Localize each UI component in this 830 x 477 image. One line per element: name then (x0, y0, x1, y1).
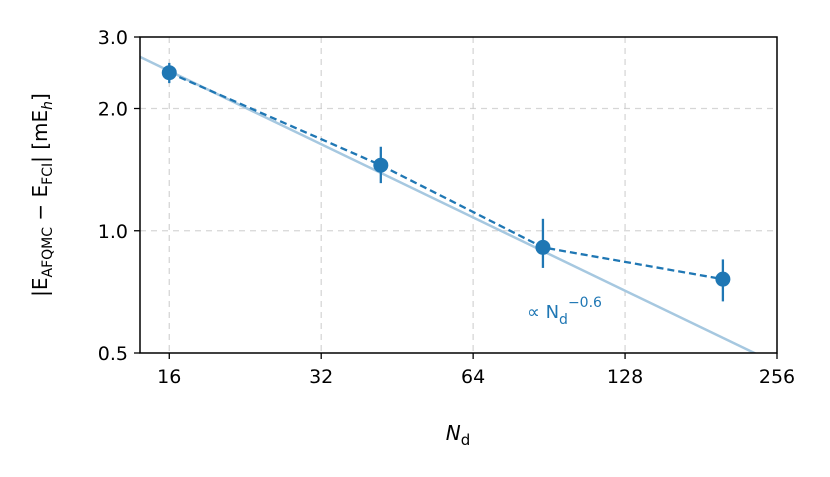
annotation-prefix: ∝ N (527, 302, 559, 323)
series-layer (161, 62, 731, 302)
y-tick-label: 2.0 (98, 99, 128, 121)
x-tick-label: 32 (309, 366, 333, 388)
y-label-sub3: h (40, 101, 56, 110)
fit-line (140, 55, 758, 353)
y-label-sub1: AFQMC (40, 227, 56, 278)
data-point (535, 239, 551, 255)
y-tick-label: 3.0 (98, 27, 128, 49)
x-tick-label: 64 (461, 366, 485, 388)
x-axis: 16 32 64 128 256 (157, 353, 795, 388)
y-label-part2: − E (28, 185, 52, 227)
x-axis-label: Nd (446, 421, 471, 449)
series-dashed-line (168, 71, 724, 281)
data-point (373, 157, 389, 173)
x-axis-label-base: N (446, 421, 461, 445)
y-label-part3: | [mE (28, 110, 52, 163)
y-label-sub2: FCI (40, 163, 56, 185)
data-point (715, 271, 731, 287)
y-axis: 0.5 1.0 2.0 3.0 (98, 27, 140, 365)
grid-layer (140, 37, 777, 353)
y-label-part1: |E (28, 277, 52, 296)
x-tick-label: 256 (759, 366, 795, 388)
data-point (161, 65, 177, 81)
fit-layer (140, 55, 758, 353)
y-tick-label: 1.0 (98, 221, 128, 243)
annotation: ∝ Nd−0.6 (527, 295, 602, 328)
plot-frame (139, 36, 778, 354)
x-tick-label: 128 (607, 366, 643, 388)
y-label-part4: ] (28, 93, 52, 101)
annotation-sup: −0.6 (568, 295, 602, 311)
y-axis-label: |EAFQMC − EFCI| [mEh] (28, 93, 56, 297)
annotation-sub: d (559, 312, 568, 328)
y-tick-label: 0.5 (98, 343, 128, 365)
x-axis-label-sub: d (461, 431, 471, 449)
x-tick-label: 16 (157, 366, 181, 388)
